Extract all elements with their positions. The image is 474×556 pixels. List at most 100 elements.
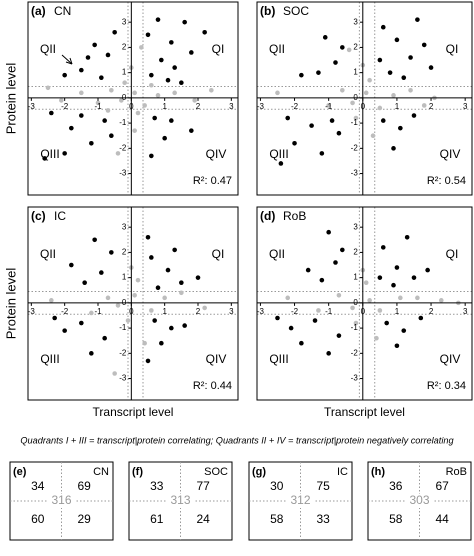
- y-tick-label: -2: [119, 348, 127, 357]
- center-bg: [48, 494, 75, 508]
- quadrant-label: QI: [446, 247, 459, 261]
- quadrant-count: 29: [77, 512, 91, 526]
- point: [377, 105, 383, 111]
- point: [62, 151, 67, 156]
- x-tick-label: 2: [429, 102, 434, 111]
- y-tick-label: -1: [119, 323, 127, 332]
- point: [169, 118, 174, 123]
- quadrant-count: 36: [389, 479, 403, 493]
- point: [363, 90, 369, 96]
- y-axis-label: Protein level: [3, 63, 18, 135]
- summary-panel: (h): [371, 466, 385, 478]
- point: [326, 229, 331, 235]
- panel-label: (b): [260, 4, 275, 18]
- point: [59, 98, 64, 103]
- panel-label: (a): [31, 4, 46, 18]
- plot-frame: [256, 206, 473, 401]
- plot-frame: [256, 1, 473, 196]
- point: [99, 270, 104, 275]
- x-tick-label: 1: [162, 307, 167, 316]
- r-squared: R²: 0.44: [193, 380, 232, 392]
- point: [438, 298, 444, 303]
- r-squared: R²: 0.47: [193, 175, 232, 187]
- y-tick-label: -2: [351, 348, 359, 357]
- point: [172, 247, 177, 253]
- point: [99, 75, 104, 80]
- point: [189, 128, 194, 133]
- y-tick-label: -3: [351, 374, 359, 383]
- point: [155, 17, 161, 22]
- x-tick-label: -1: [325, 102, 333, 111]
- point: [292, 140, 297, 146]
- point: [149, 255, 154, 260]
- point: [421, 103, 427, 108]
- point: [278, 161, 284, 166]
- quadrant-count: 33: [150, 479, 164, 493]
- point: [69, 262, 74, 268]
- quadrant-label: QII: [40, 247, 56, 261]
- point: [316, 70, 321, 75]
- point: [404, 234, 410, 240]
- point: [162, 295, 167, 301]
- quadrant-label: QII: [269, 247, 285, 261]
- point: [322, 35, 328, 40]
- center-count: 303: [409, 493, 429, 507]
- point: [391, 146, 396, 151]
- quadrant-count: 61: [150, 512, 164, 526]
- x-tick-label: 3: [229, 102, 234, 111]
- point: [105, 108, 111, 113]
- point: [411, 275, 417, 280]
- summary-panel: (f): [132, 466, 143, 478]
- point: [145, 358, 151, 364]
- x-tick-label: 2: [196, 102, 201, 111]
- point: [428, 65, 434, 70]
- center-bg: [287, 494, 314, 508]
- y-tick-label: 0: [122, 93, 127, 102]
- point: [172, 65, 177, 70]
- point: [82, 280, 87, 285]
- point: [102, 118, 107, 123]
- y-tick-label: -3: [351, 169, 359, 178]
- quadrant-label: QI: [212, 247, 225, 261]
- point: [119, 98, 124, 103]
- summary-title: SOC: [204, 466, 228, 478]
- point: [149, 82, 154, 88]
- point: [305, 267, 311, 273]
- point: [340, 88, 345, 93]
- y-tick-label: 1: [353, 273, 358, 282]
- quadrant-count: 58: [270, 512, 284, 526]
- point: [145, 234, 151, 240]
- point: [159, 340, 164, 346]
- point: [145, 32, 151, 38]
- point: [377, 57, 383, 63]
- summary-panel: (g): [252, 466, 266, 478]
- point: [387, 70, 393, 75]
- point: [415, 295, 420, 301]
- x-tick-label: -3: [257, 102, 265, 111]
- point: [425, 267, 430, 273]
- y-tick-label: 1: [122, 273, 127, 282]
- point: [394, 265, 400, 270]
- point: [346, 47, 352, 53]
- point: [299, 72, 304, 78]
- y-tick-label: 0: [353, 298, 358, 307]
- point: [209, 88, 214, 93]
- x-tick-label: 1: [162, 102, 167, 111]
- point: [109, 133, 114, 139]
- point: [192, 98, 197, 103]
- point: [319, 277, 325, 283]
- point: [169, 325, 174, 331]
- quadrant-label: QIII: [40, 147, 59, 161]
- arrow: [61, 54, 73, 65]
- point: [62, 328, 67, 333]
- quadrant-count: 33: [316, 512, 330, 526]
- point: [109, 250, 114, 255]
- quadrant-count: 77: [196, 479, 210, 493]
- y-tick-label: 3: [353, 222, 358, 231]
- point: [179, 80, 184, 86]
- point: [408, 55, 413, 60]
- point: [142, 340, 147, 346]
- point: [401, 75, 407, 80]
- point: [333, 260, 338, 265]
